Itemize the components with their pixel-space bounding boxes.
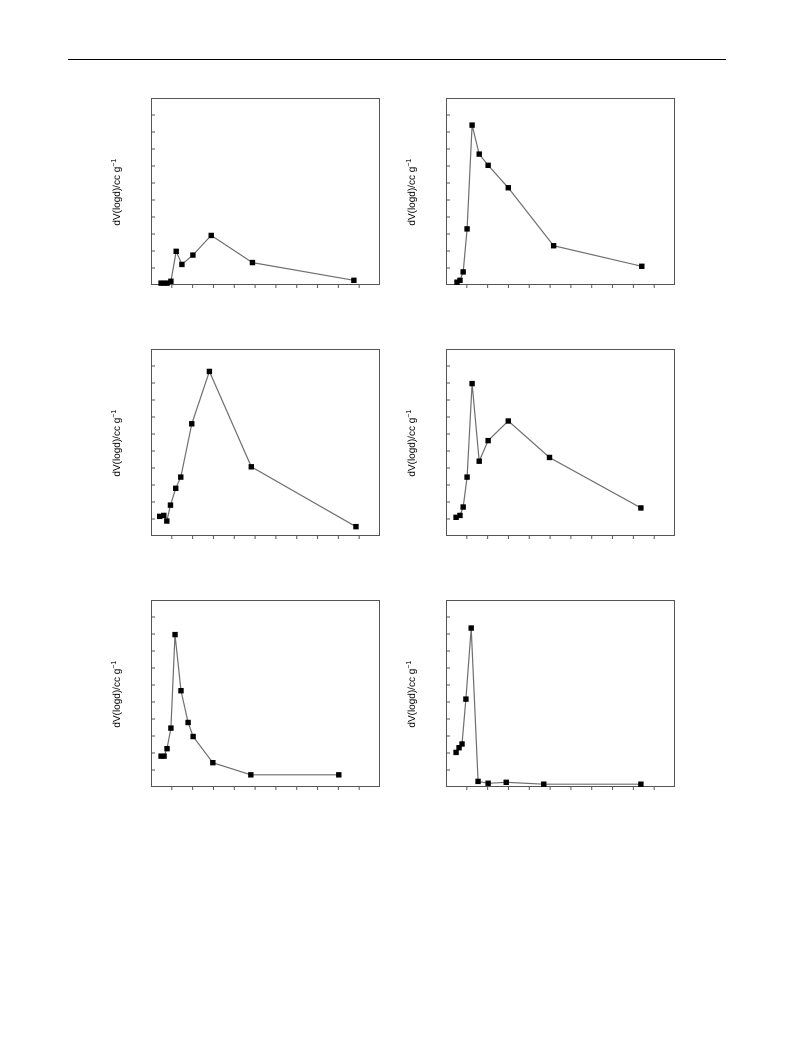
data-point xyxy=(505,418,511,424)
y-axis-label: dV(logd)/cc g−1 xyxy=(405,660,419,728)
data-point xyxy=(469,122,475,128)
data-point xyxy=(161,753,167,759)
data-point xyxy=(485,437,491,444)
chart-panel-2: dV(logd)/cc g−1 xyxy=(406,98,675,288)
data-point xyxy=(164,518,170,524)
series-line xyxy=(456,124,642,283)
data-point xyxy=(453,514,459,520)
chart-svg xyxy=(446,349,675,539)
chart-svg xyxy=(446,600,675,790)
y-axis-label: dV(logd)/cc g−1 xyxy=(110,660,124,728)
data-point xyxy=(179,261,185,268)
data-point xyxy=(164,745,170,752)
data-point xyxy=(208,232,214,239)
data-point xyxy=(456,745,462,751)
data-point xyxy=(351,277,357,284)
data-point xyxy=(168,278,174,284)
data-point xyxy=(249,259,256,266)
chart-panel-6: dV(logd)/cc g−1 xyxy=(406,600,675,790)
data-point xyxy=(178,687,184,694)
data-point xyxy=(503,779,509,786)
y-axis-label: dV(logd)/cc g−1 xyxy=(110,409,124,477)
chart-svg xyxy=(446,98,675,288)
data-point xyxy=(475,778,481,785)
data-point xyxy=(457,277,463,284)
data-point xyxy=(469,380,475,387)
data-point xyxy=(336,772,342,778)
data-point xyxy=(546,454,553,461)
data-point xyxy=(157,513,163,520)
data-point xyxy=(638,781,644,787)
y-axis-label: dV(logd)/cc g−1 xyxy=(405,409,419,477)
chart-panel-3: dV(logd)/cc g−1 xyxy=(111,349,380,539)
data-point xyxy=(468,625,474,631)
data-point xyxy=(185,719,191,726)
data-point xyxy=(541,781,547,787)
chart-panel-4: dV(logd)/cc g−1 xyxy=(406,349,675,539)
plot-frame xyxy=(446,600,675,787)
data-point xyxy=(161,280,167,286)
data-point xyxy=(158,280,164,286)
data-point xyxy=(190,733,196,740)
data-point xyxy=(505,185,511,191)
data-point xyxy=(178,474,184,480)
plot-frame xyxy=(446,349,675,536)
data-point xyxy=(164,280,170,286)
data-point xyxy=(173,485,179,492)
chart-svg xyxy=(151,98,380,288)
data-point xyxy=(464,474,470,480)
data-point xyxy=(248,464,255,470)
chart-svg xyxy=(151,600,380,790)
chart-svg xyxy=(151,349,380,539)
data-point xyxy=(460,269,466,275)
series-line xyxy=(161,634,339,776)
data-point xyxy=(172,631,178,638)
data-point xyxy=(173,248,179,255)
y-axis-label: dV(logd)/cc g−1 xyxy=(405,158,419,226)
data-point xyxy=(550,243,557,249)
data-point xyxy=(189,421,195,427)
plot-frame xyxy=(151,600,380,787)
chart-panel-5: dV(logd)/cc g−1 xyxy=(111,600,380,790)
y-axis-label: dV(logd)/cc g−1 xyxy=(110,158,124,226)
data-point xyxy=(158,753,164,759)
data-point xyxy=(353,523,359,530)
data-point xyxy=(464,226,470,232)
data-point xyxy=(161,512,167,519)
chart-panel-1: dV(logd)/cc g−1 xyxy=(111,98,380,288)
series-line xyxy=(161,234,355,284)
data-point xyxy=(168,725,174,731)
plot-frame xyxy=(151,349,380,536)
data-point xyxy=(485,162,491,169)
data-point xyxy=(167,502,174,508)
data-point xyxy=(476,458,482,464)
data-point xyxy=(453,749,459,756)
data-point xyxy=(190,252,196,258)
data-point xyxy=(463,696,469,702)
data-point xyxy=(210,759,216,766)
data-point xyxy=(454,279,460,285)
header-rule xyxy=(68,59,726,60)
series-line xyxy=(455,628,641,785)
data-point xyxy=(639,263,645,269)
data-point xyxy=(206,368,213,375)
data-point xyxy=(638,505,644,511)
data-point xyxy=(459,741,465,747)
data-point xyxy=(248,772,254,778)
plot-frame xyxy=(151,98,380,285)
data-point xyxy=(476,151,482,157)
series-line xyxy=(455,383,642,518)
data-point xyxy=(457,512,463,519)
data-point xyxy=(460,504,466,510)
plot-frame xyxy=(446,98,675,285)
series-line xyxy=(159,369,357,528)
data-point xyxy=(485,780,491,786)
